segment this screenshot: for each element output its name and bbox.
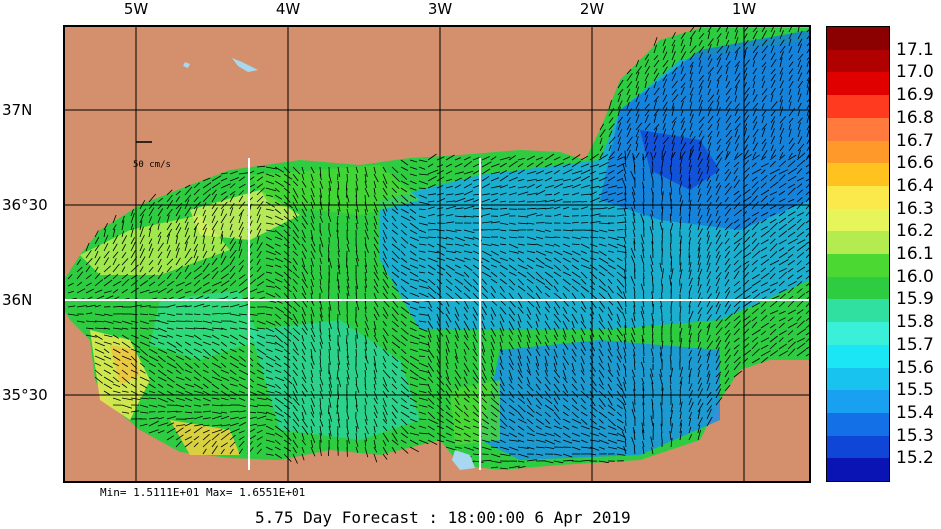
legend-swatch	[827, 344, 889, 368]
legend-label: 16.1	[896, 244, 934, 264]
legend-swatch	[827, 435, 889, 459]
legend-swatch	[827, 231, 889, 255]
lon-label: 3W	[427, 0, 453, 18]
lon-label: 5W	[123, 0, 149, 18]
legend-label: 16.0	[896, 266, 934, 287]
legend-swatch	[827, 27, 889, 51]
legend-swatch	[827, 208, 889, 232]
legend-swatch	[827, 322, 889, 346]
legend-swatch	[827, 412, 889, 437]
legend-swatch	[827, 140, 889, 164]
legend-label: 16.3	[896, 198, 934, 219]
forecast-caption: 5.75 Day Forecast : 18:00:00 6 Apr 2019	[255, 508, 631, 527]
min-max-text: Min= 1.5111E+01 Max= 1.6551E+01	[100, 486, 306, 499]
legend-label: 17.1	[896, 39, 934, 60]
lon-label: 2W	[579, 0, 605, 18]
legend-swatch	[827, 117, 889, 141]
legend-label: 15.9	[896, 289, 934, 310]
legend-label: 16.6	[896, 153, 934, 174]
legend-label: 15.3	[896, 425, 934, 446]
lon-label: 4W	[275, 0, 301, 18]
lat-label: 35°30	[2, 386, 48, 404]
section-lines	[64, 158, 810, 470]
sea-area	[64, 26, 810, 470]
legend-label: 16.9	[896, 85, 934, 106]
legend-swatch	[827, 163, 889, 187]
lon-label: 1W	[731, 0, 757, 18]
lat-label: 36N	[2, 291, 33, 309]
legend-label: 15.5	[896, 380, 934, 401]
legend-swatch	[827, 299, 889, 323]
legend-label: 15.6	[896, 357, 934, 378]
legend-swatch	[827, 458, 889, 482]
graticule	[64, 26, 810, 482]
legend-swatch	[827, 276, 889, 300]
scale-label: 50 cm/s	[133, 160, 171, 170]
legend-swatch	[827, 185, 889, 210]
legend-swatch	[827, 367, 889, 391]
color-legend	[826, 26, 890, 482]
legend-label: 15.2	[896, 448, 934, 469]
legend-swatch	[827, 390, 889, 414]
current-vectors	[67, 26, 810, 470]
legend-label: 15.4	[896, 402, 934, 423]
legend-label: 16.2	[896, 221, 934, 242]
legend-label: 15.7	[896, 334, 934, 355]
legend-label: 16.8	[896, 107, 934, 128]
legend-swatch	[827, 49, 889, 73]
legend-label: 17.0	[896, 62, 934, 83]
legend-label: 15.8	[896, 312, 934, 333]
lat-label: 36°30	[2, 196, 48, 214]
legend-swatch	[827, 254, 889, 278]
legend-label: 16.4	[896, 175, 934, 196]
lat-label: 37N	[2, 101, 33, 119]
legend-swatch	[827, 72, 889, 96]
legend-swatch	[827, 95, 889, 119]
legend-label: 16.7	[896, 130, 934, 151]
